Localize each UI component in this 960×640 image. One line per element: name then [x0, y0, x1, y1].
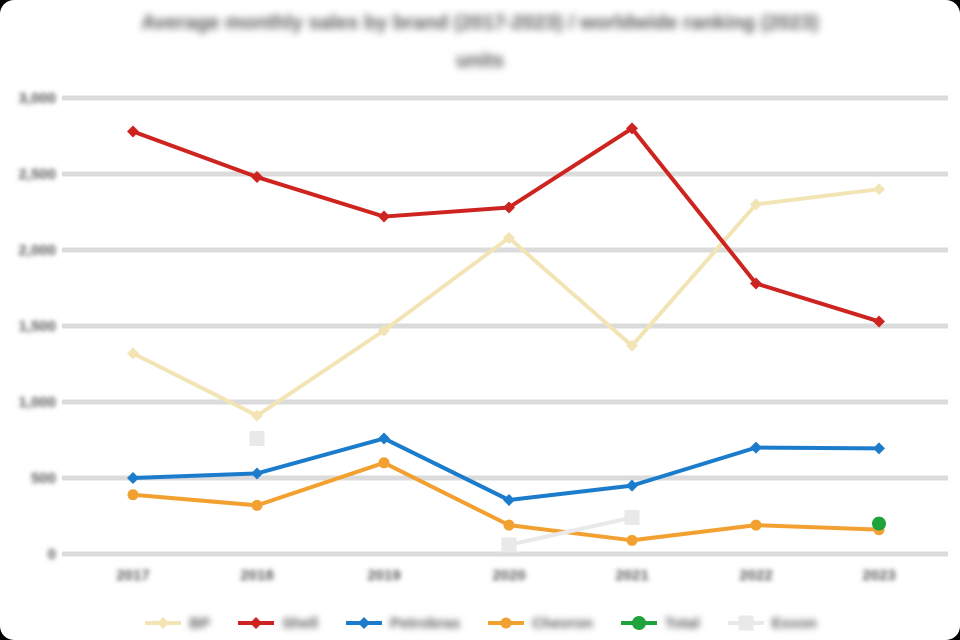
x-axis-label: 2021	[615, 567, 648, 584]
data-point-marker	[503, 519, 515, 531]
x-axis-label: 2022	[739, 567, 772, 584]
y-axis-label: 0	[48, 546, 56, 563]
data-point-marker	[624, 510, 640, 526]
y-axis-label: 2,000	[18, 242, 56, 259]
data-point-marker	[503, 494, 515, 507]
x-axis-label: 2020	[492, 567, 525, 584]
legend-swatch	[346, 617, 383, 629]
data-point-marker	[249, 430, 265, 446]
data-point-marker	[626, 122, 638, 135]
data-point-marker	[127, 489, 139, 501]
data-point-marker	[750, 198, 762, 211]
data-point-marker	[378, 457, 390, 469]
data-point-marker	[873, 315, 885, 328]
data-point-marker	[631, 616, 646, 630]
data-point-marker	[626, 479, 638, 492]
legend-swatch	[727, 615, 764, 631]
legend-item-bp: BP	[143, 614, 210, 632]
legend-swatch	[238, 617, 275, 629]
series-exxon	[249, 430, 640, 553]
chart-subtitle: units	[456, 50, 504, 72]
legend-item-petrobras: Petrobras	[344, 614, 460, 632]
data-point-marker	[873, 183, 885, 196]
data-point-marker	[127, 125, 139, 138]
x-axis-label: 2019	[367, 567, 400, 584]
legend-label: Exxon	[771, 614, 817, 632]
legend-label: Shell	[282, 614, 319, 632]
y-axis-label: 3,000	[18, 90, 56, 107]
legend-item-total: Total	[619, 614, 700, 632]
data-point-marker	[500, 617, 512, 629]
data-point-marker	[127, 472, 139, 484]
data-point-marker	[378, 324, 390, 337]
series-line	[508, 515, 633, 547]
x-axis-label: 2017	[116, 567, 149, 584]
chart-title: Average monthly sales by brand (2017-202…	[141, 12, 819, 34]
series-line	[132, 436, 880, 503]
series-line	[132, 187, 880, 418]
legend-label: BP	[189, 614, 211, 632]
data-point-marker	[251, 409, 263, 422]
series-shell	[127, 122, 885, 328]
legend: BP Shell Petrobras Chevron Total Exxon	[0, 614, 960, 632]
data-point-marker	[157, 617, 170, 629]
axis-labels: 3,000 2,500 2,000 1,500 1,000 500 0 2017 2018 201…	[18, 90, 895, 584]
data-point-marker	[750, 441, 762, 454]
legend-item-exxon: Exxon	[726, 614, 817, 632]
legend-swatch	[620, 616, 657, 630]
series-bp	[127, 183, 885, 422]
data-point-marker	[251, 499, 263, 511]
y-axis-label: 1,000	[18, 394, 56, 411]
legend-label: Petrobras	[390, 614, 461, 632]
data-point-marker	[127, 347, 139, 360]
data-point-marker	[501, 537, 517, 553]
data-point-marker	[251, 467, 263, 480]
series-petrobras	[127, 432, 885, 507]
data-series	[127, 122, 886, 553]
data-point-marker	[378, 210, 390, 223]
data-point-marker	[251, 171, 263, 184]
x-axis-label: 2018	[240, 567, 273, 584]
series-line	[132, 126, 880, 324]
data-point-marker	[626, 339, 638, 352]
data-point-marker	[250, 617, 263, 629]
y-axis-label: 500	[31, 470, 56, 487]
legend-swatch	[488, 617, 525, 629]
data-point-marker	[750, 277, 762, 290]
legend-item-chevron: Chevron	[486, 614, 593, 632]
x-axis-label: 2023	[862, 567, 895, 584]
series-total	[872, 516, 886, 531]
y-axis-label: 1,500	[18, 318, 56, 335]
data-point-marker	[872, 516, 886, 531]
data-point-marker	[873, 442, 885, 455]
legend-item-shell: Shell	[236, 614, 318, 632]
data-point-marker	[503, 201, 515, 214]
data-point-marker	[358, 617, 371, 629]
y-axis-label: 2,500	[18, 166, 56, 183]
legend-label: Chevron	[532, 614, 593, 632]
data-point-marker	[738, 615, 754, 631]
gridlines	[62, 95, 948, 557]
data-point-marker	[503, 231, 515, 244]
data-point-marker	[750, 519, 762, 531]
data-point-marker	[626, 534, 638, 546]
data-point-marker	[378, 432, 390, 445]
legend-swatch	[145, 617, 182, 629]
legend-label: Total	[664, 614, 700, 632]
